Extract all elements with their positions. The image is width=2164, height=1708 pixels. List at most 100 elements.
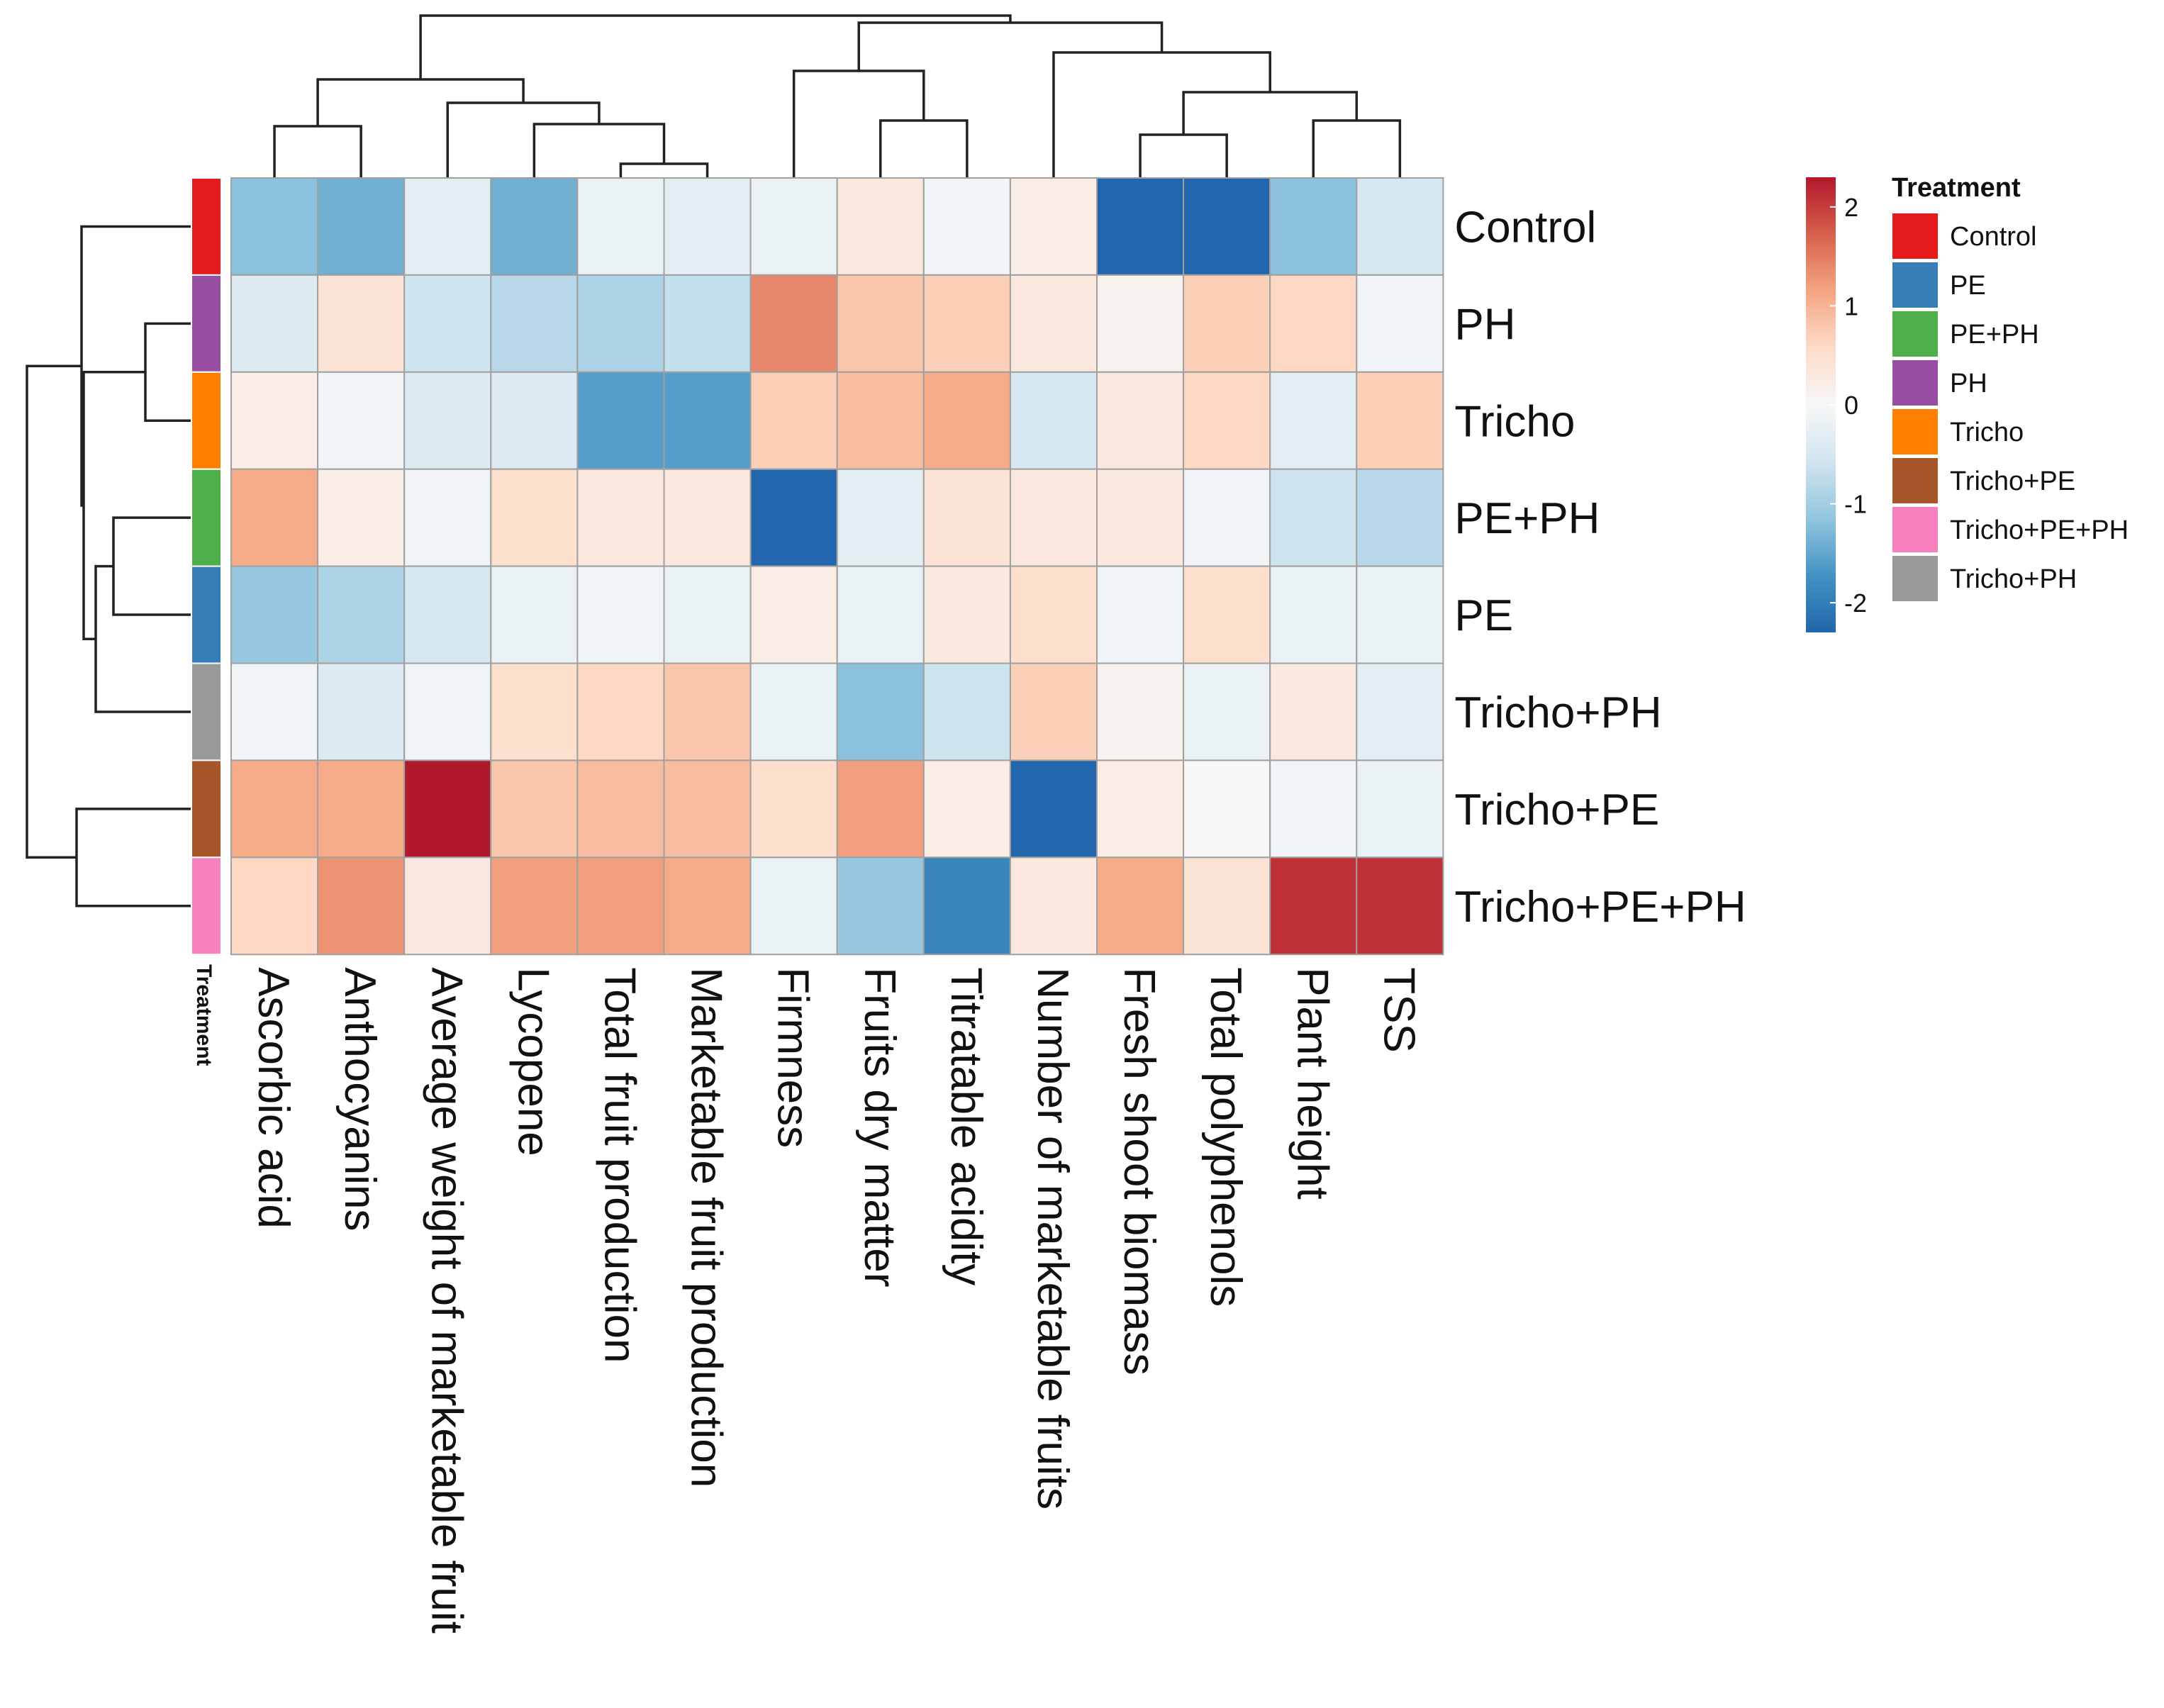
treatment-legend-label: Tricho+PE+PH (1950, 515, 2129, 545)
column-label: Total fruit production (595, 967, 644, 1363)
heatmap-cell (1269, 662, 1358, 761)
heatmap-cell (403, 274, 492, 373)
heatmap-cell (230, 856, 319, 956)
heatmap-cell (490, 371, 579, 470)
heatmap-cell (749, 371, 838, 470)
heatmap-cell (1183, 856, 1271, 956)
dendrogram-branch (419, 14, 1012, 79)
treatment-legend-swatch (1891, 506, 1939, 554)
dendrogram-branch (75, 808, 191, 908)
heatmap-cell (317, 856, 406, 956)
dendrogram-branch (446, 101, 601, 178)
column-label: TSS (1374, 967, 1423, 1053)
heatmap-cell (317, 565, 406, 664)
column-dendrogram (273, 14, 1402, 178)
column-label: Fresh shoot biomass (1115, 967, 1164, 1375)
dendrogram-branch (94, 564, 191, 713)
column-labels: Ascorbic acid Anthocyanins Average weight … (249, 967, 1423, 1634)
row-label: PE (1454, 591, 1513, 640)
heatmap-cell (230, 662, 319, 761)
heatmap-cell (490, 177, 579, 276)
heatmap-cell (749, 759, 838, 859)
heatmap-cell (663, 759, 752, 859)
heatmap-cell (922, 565, 1011, 664)
heatmap-cell (922, 759, 1011, 859)
treatment-legend-swatch (1891, 212, 1939, 260)
heatmap-cell (922, 177, 1011, 276)
heatmap-cell (663, 177, 752, 276)
color-scale-tick-label: 0 (1844, 391, 1858, 420)
annotation-cell (191, 856, 222, 956)
row-label: Control (1454, 203, 1596, 252)
heatmap-cell (836, 759, 925, 859)
heatmap-cell (576, 177, 665, 276)
treatment-legend-swatch (1891, 408, 1939, 456)
heatmap-cell (922, 856, 1011, 956)
heatmap-cell (1096, 371, 1185, 470)
heatmap-cell (1356, 274, 1444, 373)
heatmap-cell (1356, 662, 1444, 761)
dendrogram-branch (80, 225, 191, 507)
dendrogram-branch (26, 364, 82, 859)
heatmap-cell (1183, 371, 1271, 470)
heatmap-cell (1356, 856, 1444, 956)
heatmap-cell (749, 468, 838, 567)
row-dendrogram (26, 225, 191, 908)
heatmap-cell (663, 662, 752, 761)
heatmap-cell (663, 274, 752, 373)
row-label: PE+PH (1454, 494, 1600, 543)
heatmap-cell (403, 177, 492, 276)
treatment-annotation-bar: Treatment (191, 177, 222, 1066)
color-scale-tick-label: 2 (1844, 193, 1858, 222)
heatmap-cell (1183, 759, 1271, 859)
treatment-legend-label: Tricho (1950, 418, 2024, 447)
heatmap-cell (1269, 468, 1358, 567)
heatmap-cell (230, 371, 319, 470)
row-label: PH (1454, 300, 1515, 349)
heatmap-cell (922, 468, 1011, 567)
heatmap-cell (836, 177, 925, 276)
column-label: Total polyphenols (1201, 967, 1250, 1307)
heatmap-cell (317, 759, 406, 859)
column-label: Plant height (1288, 967, 1337, 1199)
dendrogram-branch (532, 123, 666, 178)
color-scale-legend: 2 1 0 -1 -2 (1806, 177, 1867, 632)
heatmap-cell (490, 274, 579, 373)
annotation-cell (191, 274, 222, 373)
annotation-axis-title: Treatment (192, 964, 216, 1066)
heatmap-cell (403, 371, 492, 470)
column-label: Number of marketable fruits (1028, 967, 1077, 1509)
heatmap-cell (1269, 371, 1358, 470)
dendrogram-branch (273, 125, 362, 178)
dendrogram-branch (857, 21, 1164, 71)
heatmap-cell (317, 468, 406, 567)
heatmap-cell (1096, 662, 1185, 761)
column-label: Marketable fruit production (682, 967, 731, 1487)
heatmap-cell (749, 662, 838, 761)
treatment-legend-swatch (1891, 554, 1939, 603)
heatmap-cell (1183, 468, 1271, 567)
heatmap-cell (230, 468, 319, 567)
heatmap-cell (1269, 177, 1358, 276)
heatmap-cell (1096, 177, 1185, 276)
heatmap-cell (836, 662, 925, 761)
heatmap-cell (1096, 565, 1185, 664)
heatmap-cell (1096, 468, 1185, 567)
heatmap-cell (836, 565, 925, 664)
treatment-legend-label: Tricho+PE (1950, 467, 2075, 496)
heatmap-cell (1356, 177, 1444, 276)
heatmap-cell (1183, 662, 1271, 761)
dendrogram-branch (1182, 91, 1359, 135)
dendrogram-branch (792, 69, 925, 178)
heatmap-cell (576, 856, 665, 956)
heatmap-cell (403, 565, 492, 664)
heatmap-cell (1356, 759, 1444, 859)
annotation-cell (191, 468, 222, 567)
heatmap-cell (922, 371, 1011, 470)
treatment-legend-label: PE+PH (1950, 320, 2039, 350)
heatmap-cell (576, 371, 665, 470)
column-label: Anthocyanins (335, 967, 384, 1231)
treatment-legend-swatch (1891, 457, 1939, 505)
heatmap-cell (663, 565, 752, 664)
